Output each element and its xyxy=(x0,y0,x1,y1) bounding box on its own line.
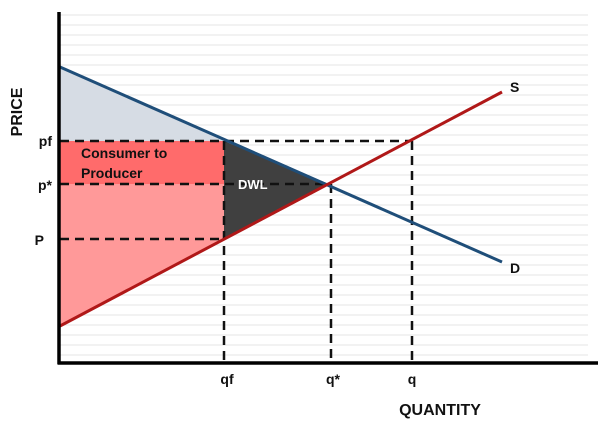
x-axis-title: QUANTITY xyxy=(399,402,481,419)
label-qf: qf xyxy=(220,371,234,387)
demand-curve xyxy=(59,65,503,264)
label-pf: pf xyxy=(39,133,53,149)
label-dwl: DWL xyxy=(238,177,268,192)
label-demand: D xyxy=(510,260,520,276)
producer-surplus-region xyxy=(60,184,224,326)
dwl-region xyxy=(224,141,329,239)
y-axis-title: PRICE xyxy=(9,87,26,136)
label-supply: S xyxy=(510,79,519,95)
consumer-to-producer-region xyxy=(60,141,224,184)
label-transfer-line1: Consumer to xyxy=(81,145,167,161)
label-p: P xyxy=(35,232,44,248)
label-qstar: q* xyxy=(326,371,341,387)
label-pstar: p* xyxy=(38,177,53,193)
label-transfer-line2: Producer xyxy=(81,165,143,181)
label-q: q xyxy=(408,371,417,387)
reference-lines xyxy=(60,139,414,360)
supply-curve xyxy=(59,90,503,328)
